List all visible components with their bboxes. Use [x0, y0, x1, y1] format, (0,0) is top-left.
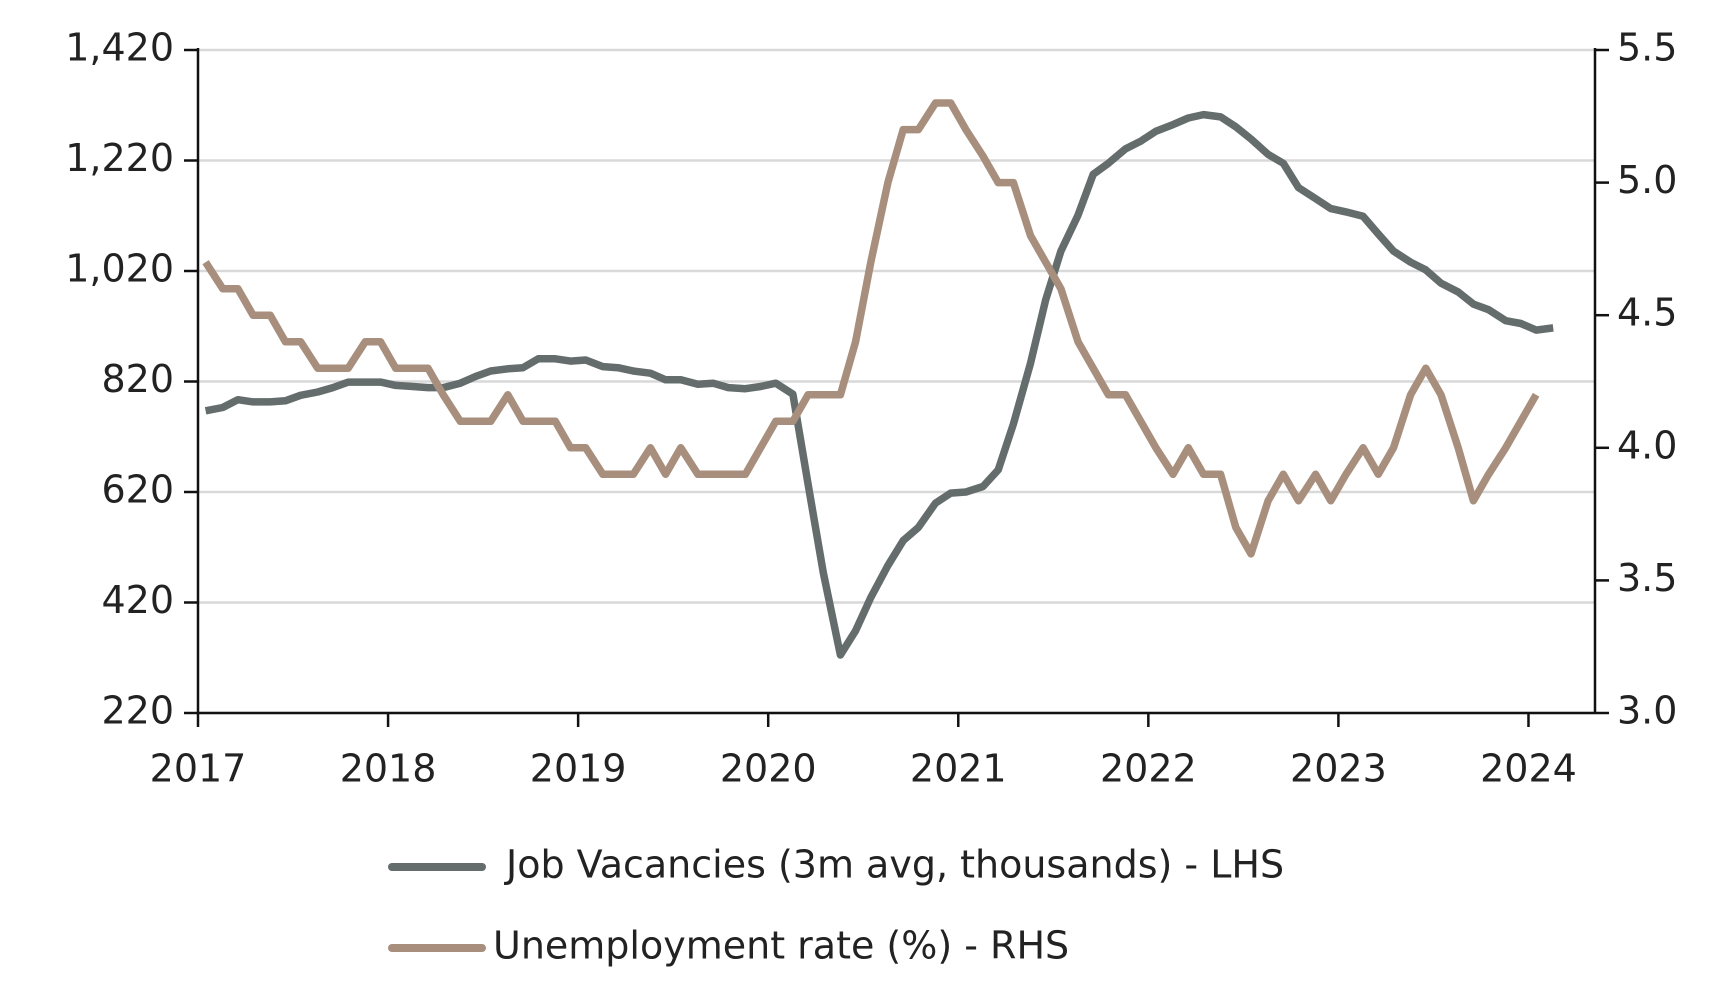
- x-tick-label: 2023: [1290, 747, 1387, 791]
- series-line: [202, 99, 1540, 558]
- y-tick-label: 620: [101, 468, 174, 512]
- y2-tick-label: 4.0: [1617, 423, 1677, 467]
- y-tick-label: 1,020: [65, 247, 174, 291]
- x-tick-label: 2020: [720, 747, 817, 791]
- y-tick-label: 820: [101, 357, 174, 401]
- x-tick-label: 2024: [1480, 747, 1577, 791]
- legend-label: Unemployment rate (%) - RHS: [493, 924, 1069, 968]
- y-tick-label: 420: [101, 578, 174, 622]
- y-tick-label: 1,420: [65, 26, 174, 70]
- y2-tick-label: 5.0: [1617, 158, 1677, 202]
- series-line: [204, 110, 1554, 659]
- x-tick-label: 2021: [910, 747, 1007, 791]
- x-tick-label: 2017: [150, 747, 247, 791]
- y2-tick-label: 4.5: [1617, 291, 1677, 335]
- x-tick-label: 2019: [530, 747, 627, 791]
- y2-tick-label: 5.5: [1617, 26, 1677, 70]
- x-tick-label: 2018: [340, 747, 437, 791]
- y-tick-label: 220: [101, 689, 174, 733]
- y2-tick-label: 3.0: [1617, 689, 1677, 733]
- y2-tick-label: 3.5: [1617, 556, 1677, 600]
- legend-label: Job Vacancies (3m avg, thousands) - LHS: [504, 843, 1284, 887]
- x-tick-label: 2022: [1100, 747, 1197, 791]
- y-tick-label: 1,220: [65, 136, 174, 180]
